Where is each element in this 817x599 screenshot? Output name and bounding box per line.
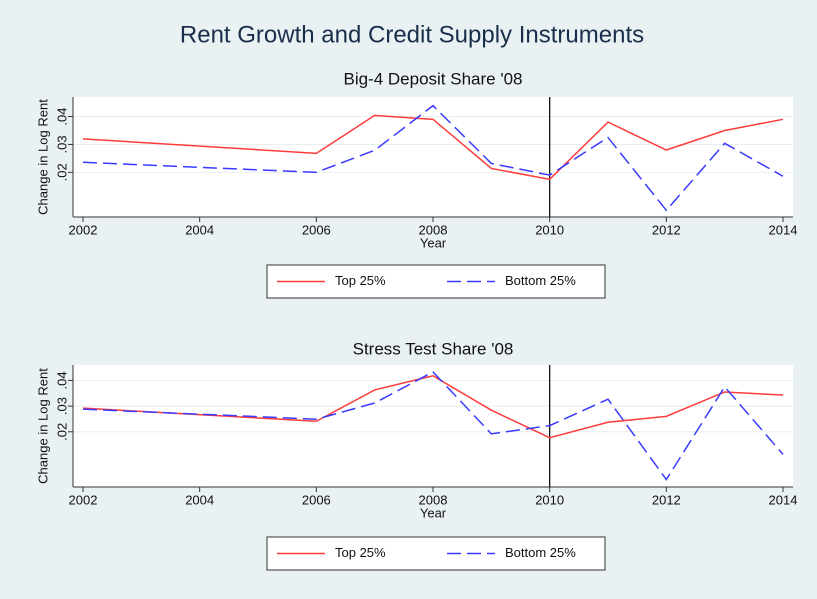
x-axis-label: Year [420, 505, 447, 520]
x-tick-label: 2004 [185, 492, 214, 507]
x-tick-label: 2002 [69, 222, 98, 237]
series-line [82, 104, 784, 212]
x-tick-label: 2010 [535, 222, 564, 237]
y-tick-label: .02 [54, 163, 69, 181]
x-tick-label: 2012 [652, 222, 681, 237]
x-tick-label: 2008 [419, 492, 448, 507]
x-tick-label: 2014 [769, 492, 798, 507]
legend-label: Bottom 25% [505, 545, 576, 560]
y-tick-label: .04 [54, 107, 69, 125]
y-axis-label: Change in Log Rent [35, 368, 50, 484]
y-tick-label: .03 [54, 397, 69, 415]
plot-area [73, 97, 793, 217]
x-tick-label: 2002 [69, 492, 98, 507]
x-tick-label: 2012 [652, 492, 681, 507]
chart-title: Stress Test Share '08 [353, 339, 514, 358]
series-line [82, 114, 784, 181]
series-line [82, 374, 784, 439]
y-tick-label: .02 [54, 423, 69, 441]
y-tick-label: .04 [54, 371, 69, 389]
y-tick-label: .03 [54, 135, 69, 153]
plot-area [73, 365, 793, 487]
chart-title: Big-4 Deposit Share '08 [343, 69, 522, 88]
figure-title: Rent Growth and Credit Supply Instrument… [180, 21, 644, 48]
x-tick-label: 2014 [769, 222, 798, 237]
legend-label: Top 25% [335, 545, 386, 560]
series-line [82, 371, 784, 481]
x-tick-label: 2010 [535, 492, 564, 507]
legend-label: Bottom 25% [505, 273, 576, 288]
x-axis-label: Year [420, 235, 447, 250]
x-tick-label: 2006 [302, 222, 331, 237]
legend-label: Top 25% [335, 273, 386, 288]
x-tick-label: 2006 [302, 492, 331, 507]
x-tick-label: 2008 [419, 222, 448, 237]
y-axis-label: Change in Log Rent [35, 99, 50, 215]
x-tick-label: 2004 [185, 222, 214, 237]
